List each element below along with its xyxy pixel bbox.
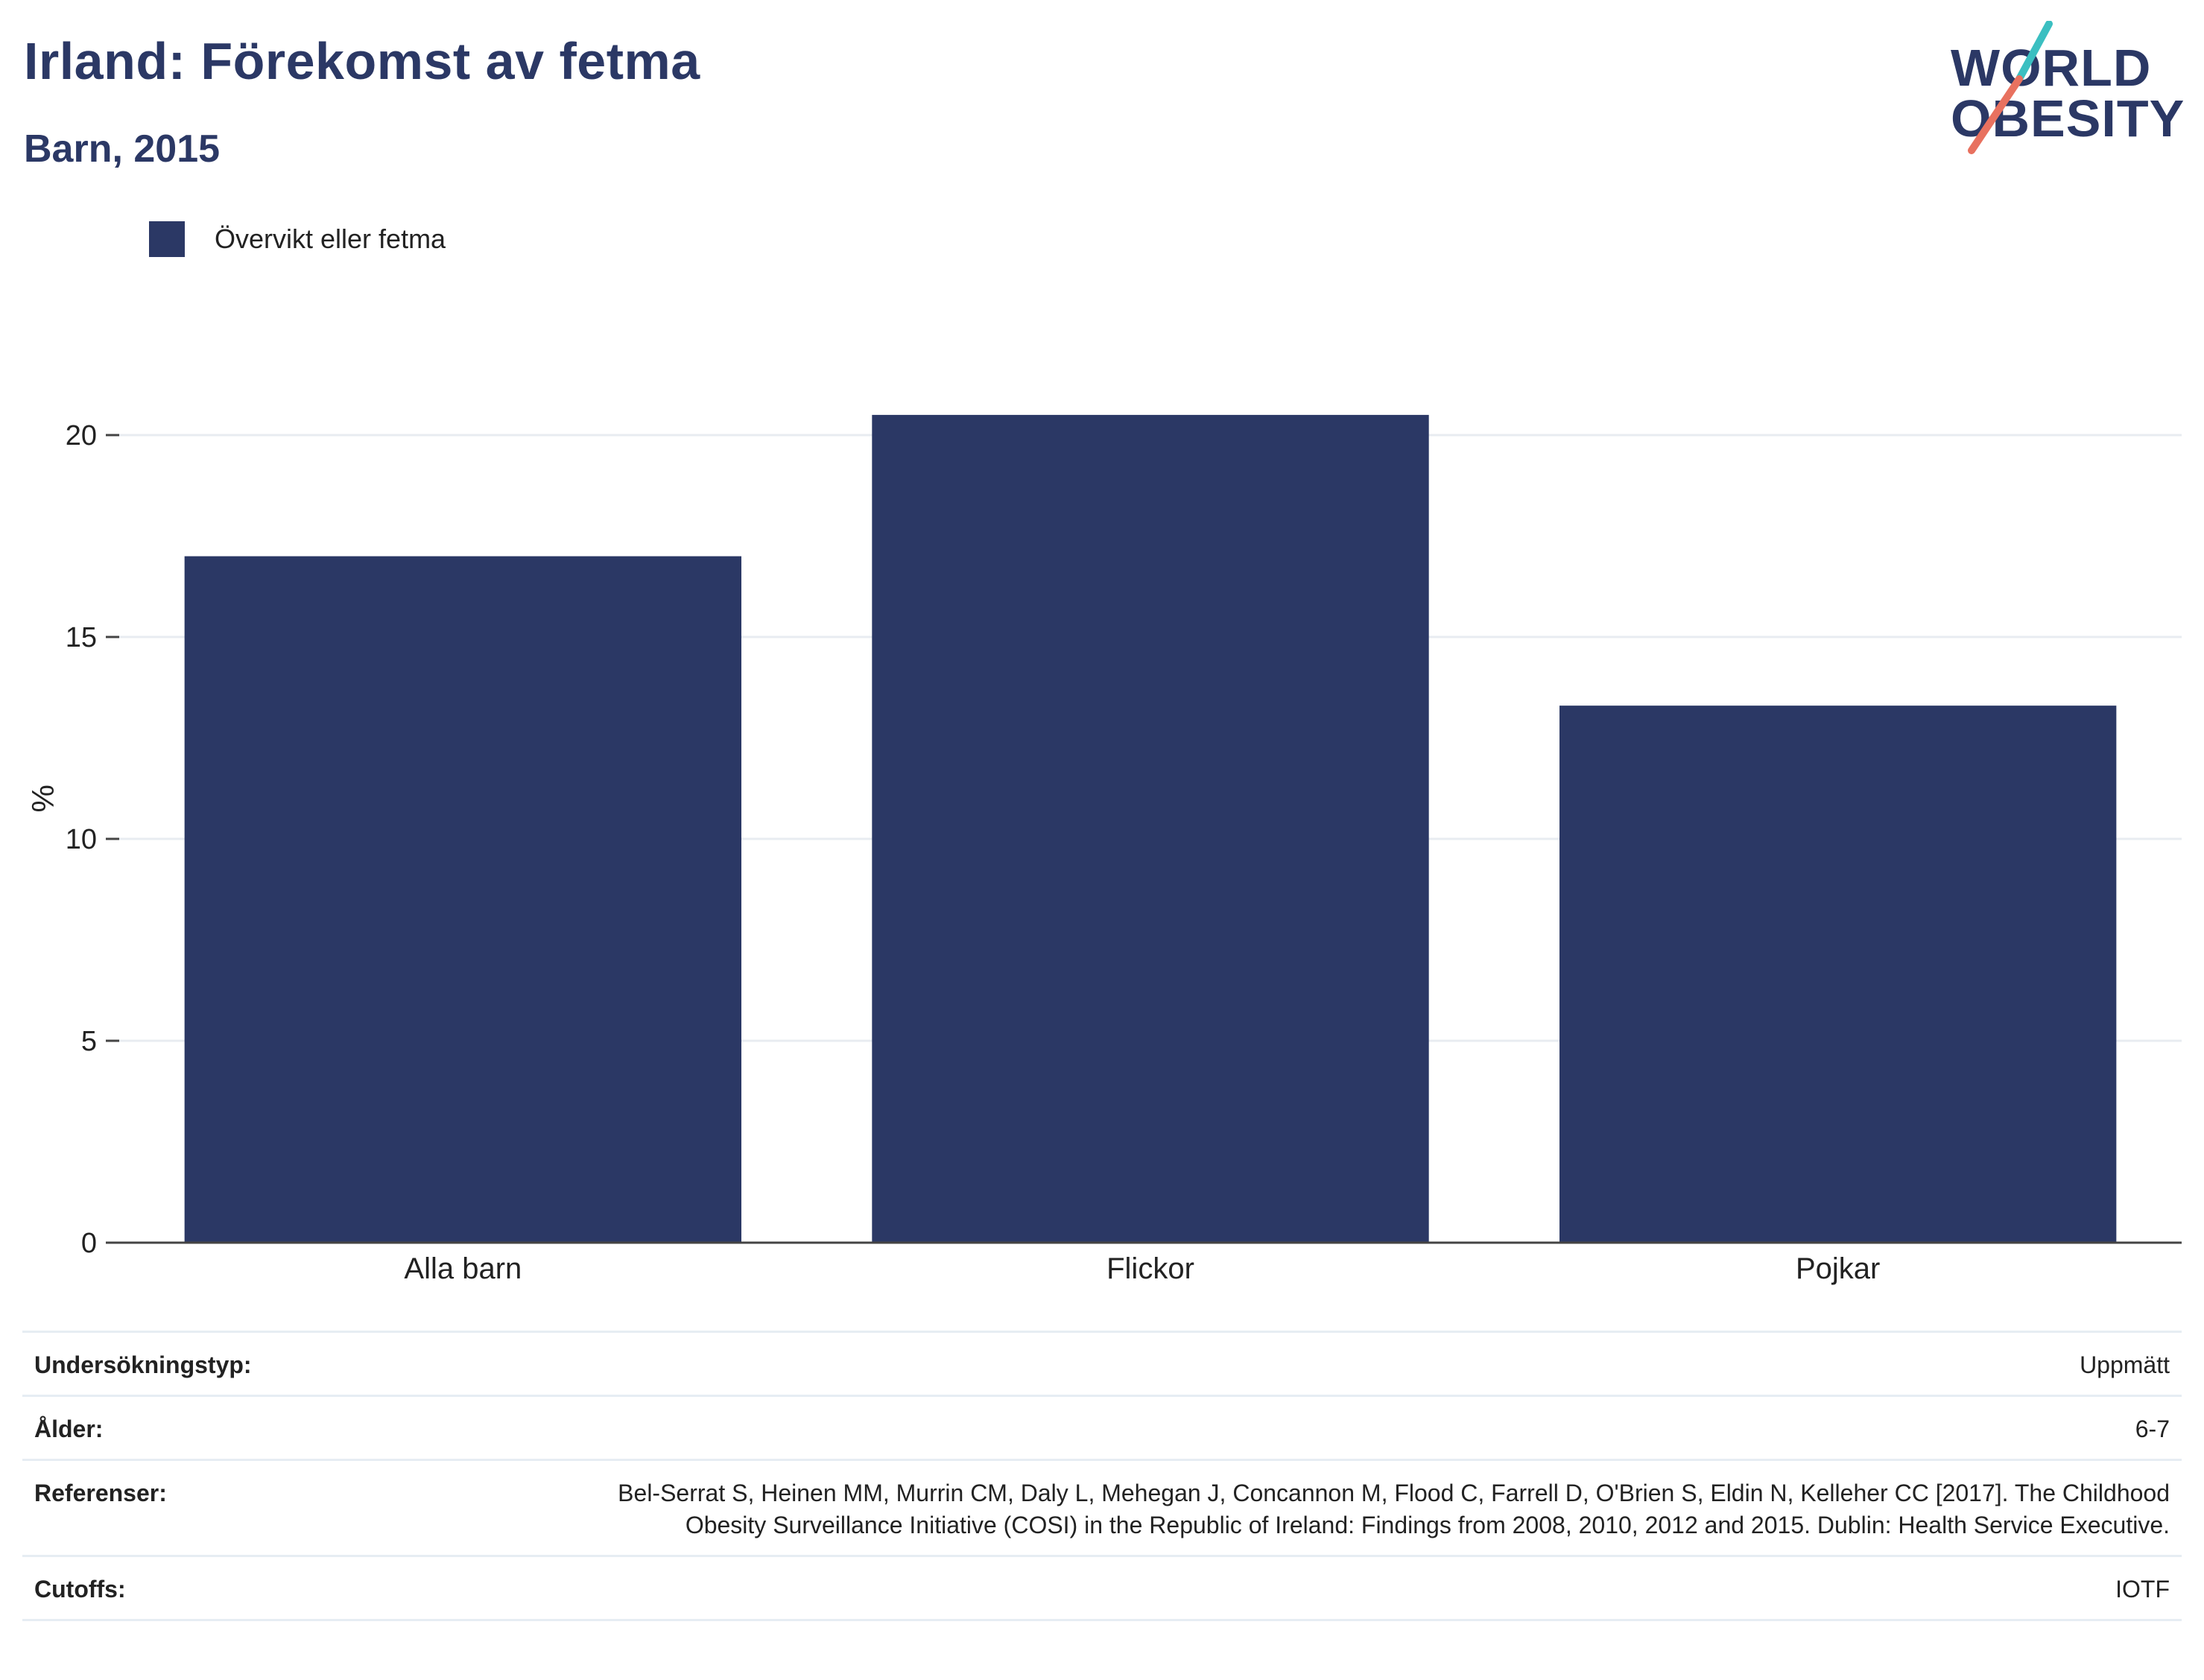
info-value: Bel-Serrat S, Heinen MM, Murrin CM, Daly… — [618, 1480, 2170, 1538]
info-row-references: Referenser: Bel-Serrat S, Heinen MM, Mur… — [22, 1459, 2182, 1556]
bar-chart: 0 5 10 15 20 Alla barn Flickor Pojkar% — [25, 414, 2182, 1285]
y-axis-label: % — [25, 784, 60, 812]
info-label: Referenser: — [34, 1480, 167, 1506]
info-value: Uppmätt — [2080, 1351, 2170, 1378]
legend-swatch — [149, 221, 185, 257]
info-label: Cutoffs: — [34, 1576, 126, 1603]
info-label: Undersökningstyp: — [34, 1351, 252, 1378]
bar-alla-barn — [184, 556, 742, 1243]
info-value: 6-7 — [2135, 1416, 2170, 1442]
chart-title: Irland: Förekomst av fetma — [24, 32, 700, 90]
x-tick-label: Pojkar — [1796, 1252, 1880, 1285]
y-tick-label: 0 — [81, 1228, 97, 1259]
logo-line-1: WORLD — [1951, 39, 2152, 97]
legend-label: Övervikt eller fetma — [215, 224, 446, 254]
bar-flickor — [872, 414, 1429, 1243]
y-tick-label: 15 — [66, 622, 97, 653]
y-tick-label: 10 — [66, 824, 97, 855]
info-row-survey-type: Undersökningstyp: Uppmätt — [22, 1331, 2182, 1396]
chart-subtitle: Barn, 2015 — [24, 127, 221, 171]
info-label: Ålder: — [34, 1416, 104, 1442]
x-tick-label: Flickor — [1106, 1252, 1194, 1285]
world-obesity-logo: WORLD OBESITY — [1937, 21, 2191, 155]
y-tick-label: 20 — [66, 420, 97, 451]
info-value: IOTF — [2115, 1576, 2170, 1603]
legend: Övervikt eller fetma — [149, 221, 446, 257]
info-table: Undersökningstyp: Uppmätt Ålder: 6-7 Ref… — [22, 1331, 2182, 1621]
y-tick-label: 5 — [81, 1026, 97, 1057]
logo-slash-icon — [1968, 21, 2053, 154]
info-row-age: Ålder: 6-7 — [22, 1395, 2182, 1460]
bar-pojkar — [1559, 706, 2117, 1243]
x-tick-label: Alla barn — [404, 1252, 522, 1285]
info-row-cutoffs: Cutoffs: IOTF — [22, 1556, 2182, 1620]
